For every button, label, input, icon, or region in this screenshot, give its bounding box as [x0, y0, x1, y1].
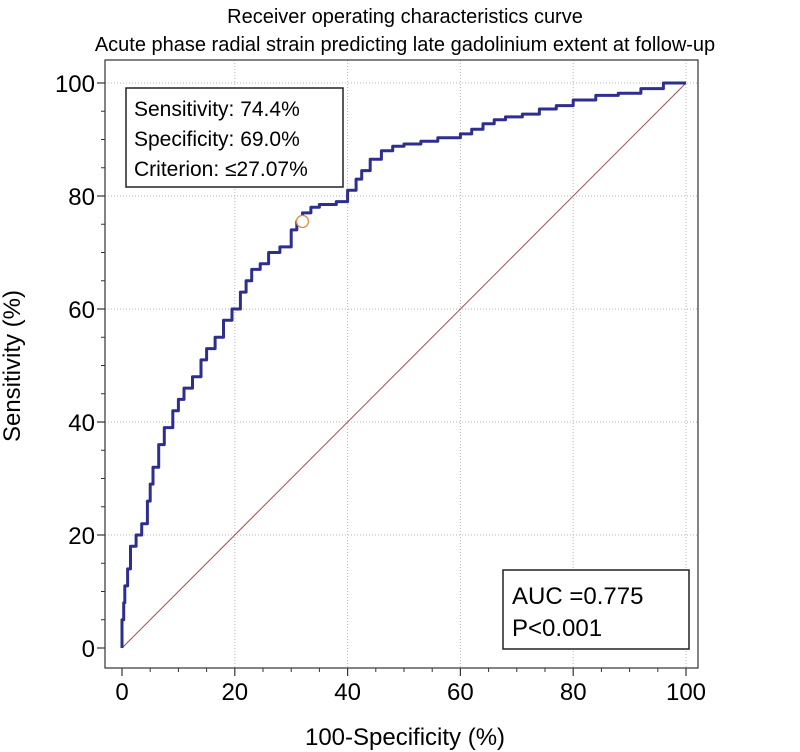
chart-title-line-1: Receiver operating characteristics curve [227, 6, 583, 28]
roc-curve [120, 81, 686, 648]
p-value: P<0.001 [512, 615, 602, 642]
y-tick-label: 0 [82, 636, 95, 663]
criterion-point [295, 214, 310, 229]
x-axis-label: 100-Specificity (%) [305, 724, 505, 751]
stats-sensitivity: Sensitivity: 74.4% [134, 98, 300, 121]
axis-ticks [97, 82, 687, 676]
x-tick-label: 0 [115, 679, 128, 706]
plot-frame [104, 59, 699, 669]
grid-lines [105, 60, 698, 668]
x-tick-label: 40 [334, 679, 361, 706]
y-tick-label: 40 [68, 410, 95, 437]
x-tick-label: 80 [560, 679, 587, 706]
y-tick-label: 80 [68, 184, 95, 211]
stats-specificity: Specificity: 69.0% [134, 128, 300, 151]
y-tick-label: 20 [68, 523, 95, 550]
y-axis-label: Sensitivity (%) [0, 290, 26, 442]
y-tick-label: 60 [68, 297, 95, 324]
x-tick-label: 20 [221, 679, 248, 706]
stats-box-frame [125, 87, 344, 188]
auc-box: AUC =0.775 P<0.001 [502, 569, 690, 650]
stats-criterion: Criterion: ≤27.07% [134, 158, 308, 181]
reference-diagonal-line [121, 82, 687, 649]
chart-title-line-2: Acute phase radial strain predicting lat… [95, 34, 715, 56]
auc-value: AUC =0.775 [512, 583, 643, 610]
x-tick-label: 60 [447, 679, 474, 706]
auc-box-frame [502, 569, 690, 650]
stats-box: Sensitivity: 74.4% Specificity: 69.0% Cr… [125, 87, 344, 188]
x-tick-label: 100 [666, 679, 706, 706]
y-tick-label: 100 [55, 71, 95, 98]
axis-tick-labels: 0 20 40 60 80 100 0 20 40 60 80 100 [55, 71, 706, 706]
